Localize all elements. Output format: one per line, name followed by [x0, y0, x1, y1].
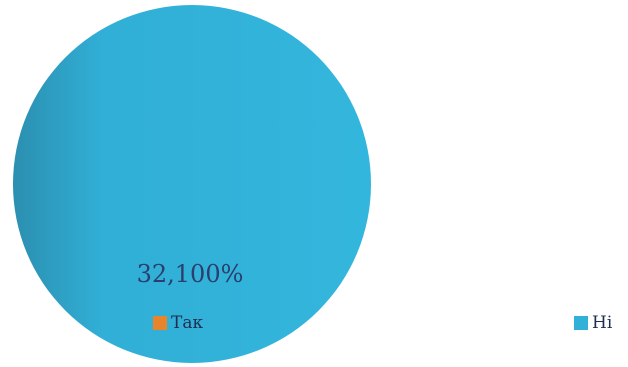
legend-label-tak: Так [171, 313, 204, 333]
legend-item-ni: Ні [574, 313, 612, 333]
legend-swatch-tak [153, 316, 167, 330]
legend-item-tak: Так [153, 313, 203, 333]
legend-label-ni: Ні [592, 313, 613, 333]
pie-data-label: 32,100% [136, 260, 244, 288]
pie-slices [13, 5, 371, 363]
legend-swatch-ni [574, 316, 588, 330]
pie-slice-ні [13, 5, 371, 363]
